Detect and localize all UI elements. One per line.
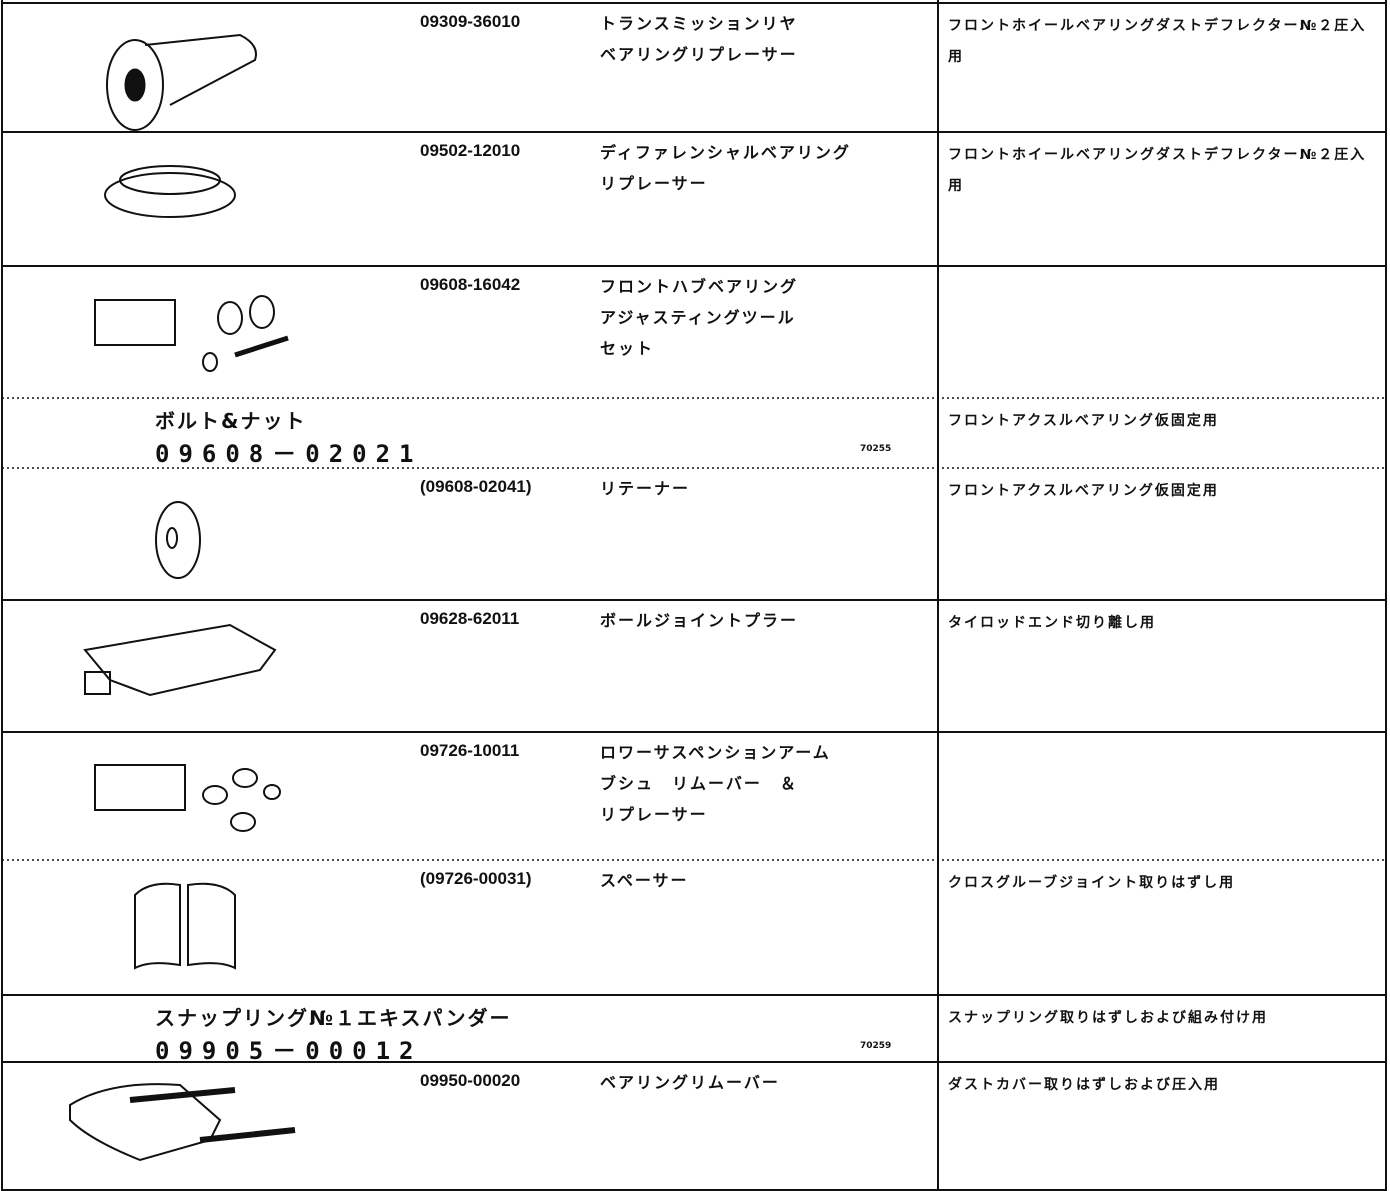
name-line: アジャスティングツール [600, 308, 796, 327]
figure-code: 70259 [860, 1041, 892, 1051]
illustration [199, 1127, 296, 1143]
illustration [263, 784, 281, 800]
illustration [119, 165, 221, 195]
part-number: 09608－02021 [155, 440, 423, 468]
illustration [232, 768, 258, 788]
illustration [106, 39, 164, 131]
illustration [104, 172, 236, 218]
illustration [202, 785, 228, 805]
name-line: セット [600, 339, 655, 358]
usage: フロントホイールベアリングダストデフレクター№２圧入用 [948, 18, 1367, 65]
illustration [155, 501, 201, 579]
illustration [124, 68, 146, 102]
tool-name: ディファレンシャルベアリング リプレーサー [600, 137, 851, 199]
illustration [166, 527, 178, 549]
tool-name: ベアリングリムーバー [600, 1067, 780, 1098]
illustration [144, 33, 257, 106]
illustration [187, 882, 236, 970]
illustration [69, 1083, 222, 1162]
illustration [217, 301, 243, 335]
part-number: 09502-12010 [420, 141, 521, 160]
tool-name: ロワーサスペンションアーム ブシュ リムーバー ＆ リプレーサー [600, 737, 831, 830]
tool-name: トランスミッションリヤ ベアリングリプレーサー [600, 8, 798, 70]
name-line: ブシュ リムーバー ＆ [600, 774, 798, 793]
part-number: (09726-00031) [420, 869, 532, 888]
usage: フロントアクスルベアリング仮固定用 [948, 413, 1219, 429]
name-line: トランスミッションリヤ [600, 14, 798, 33]
illustration [94, 299, 176, 346]
name-line: ボールジョイントプラー [600, 611, 799, 630]
illustration [202, 352, 218, 372]
tool-name: スペーサー [600, 865, 689, 896]
usage: フロントホイールベアリングダストデフレクター№２圧入用 [948, 147, 1367, 194]
part-number: 09726-10011 [420, 741, 520, 760]
tool-name: ボルト&ナット [155, 409, 307, 433]
name-line: ディファレンシャルベアリング [600, 143, 851, 162]
figure-code: 70255 [860, 444, 892, 454]
name-line: リプレーサー [600, 174, 708, 193]
usage: ダストカバー取りはずしおよび圧入用 [948, 1077, 1220, 1093]
part-number: (09608-02041) [420, 477, 532, 496]
name-line: リテーナー [600, 479, 691, 498]
usage: クロスグルーブジョイント取りはずし用 [948, 875, 1236, 891]
name-line: フロントハブベアリング [600, 277, 799, 296]
illustration [249, 295, 275, 329]
name-line: リプレーサー [600, 805, 708, 824]
illustration [83, 623, 277, 697]
name-line: ロワーサスペンションアーム [600, 743, 831, 762]
illustration [230, 812, 256, 832]
illustration [134, 882, 181, 970]
part-number: 09608-16042 [420, 275, 521, 294]
illustration [84, 671, 111, 695]
part-number: 09905－00012 [155, 1037, 423, 1065]
tool-name: スナップリング№１エキスパンダー [155, 1006, 512, 1030]
name-line: スペーサー [600, 871, 689, 890]
usage: スナップリング取りはずしおよび組み付け用 [948, 1010, 1268, 1026]
illustration [129, 1087, 236, 1103]
illustration [234, 335, 289, 358]
tool-name: フロントハブベアリング アジャスティングツール セット [600, 271, 798, 364]
part-number: 09628-62011 [420, 609, 520, 628]
tool-name: ボールジョイントプラー [600, 605, 798, 636]
part-number: 09309-36010 [420, 12, 521, 31]
part-number: 09950-00020 [420, 1071, 521, 1090]
name-line: ベアリングリプレーサー [600, 45, 798, 64]
name-line: ベアリングリムーバー [600, 1073, 780, 1092]
usage: フロントアクスルベアリング仮固定用 [948, 483, 1219, 499]
usage: タイロッドエンド切り離し用 [948, 615, 1156, 631]
illustration [94, 764, 186, 811]
tool-name: リテーナー [600, 473, 690, 504]
